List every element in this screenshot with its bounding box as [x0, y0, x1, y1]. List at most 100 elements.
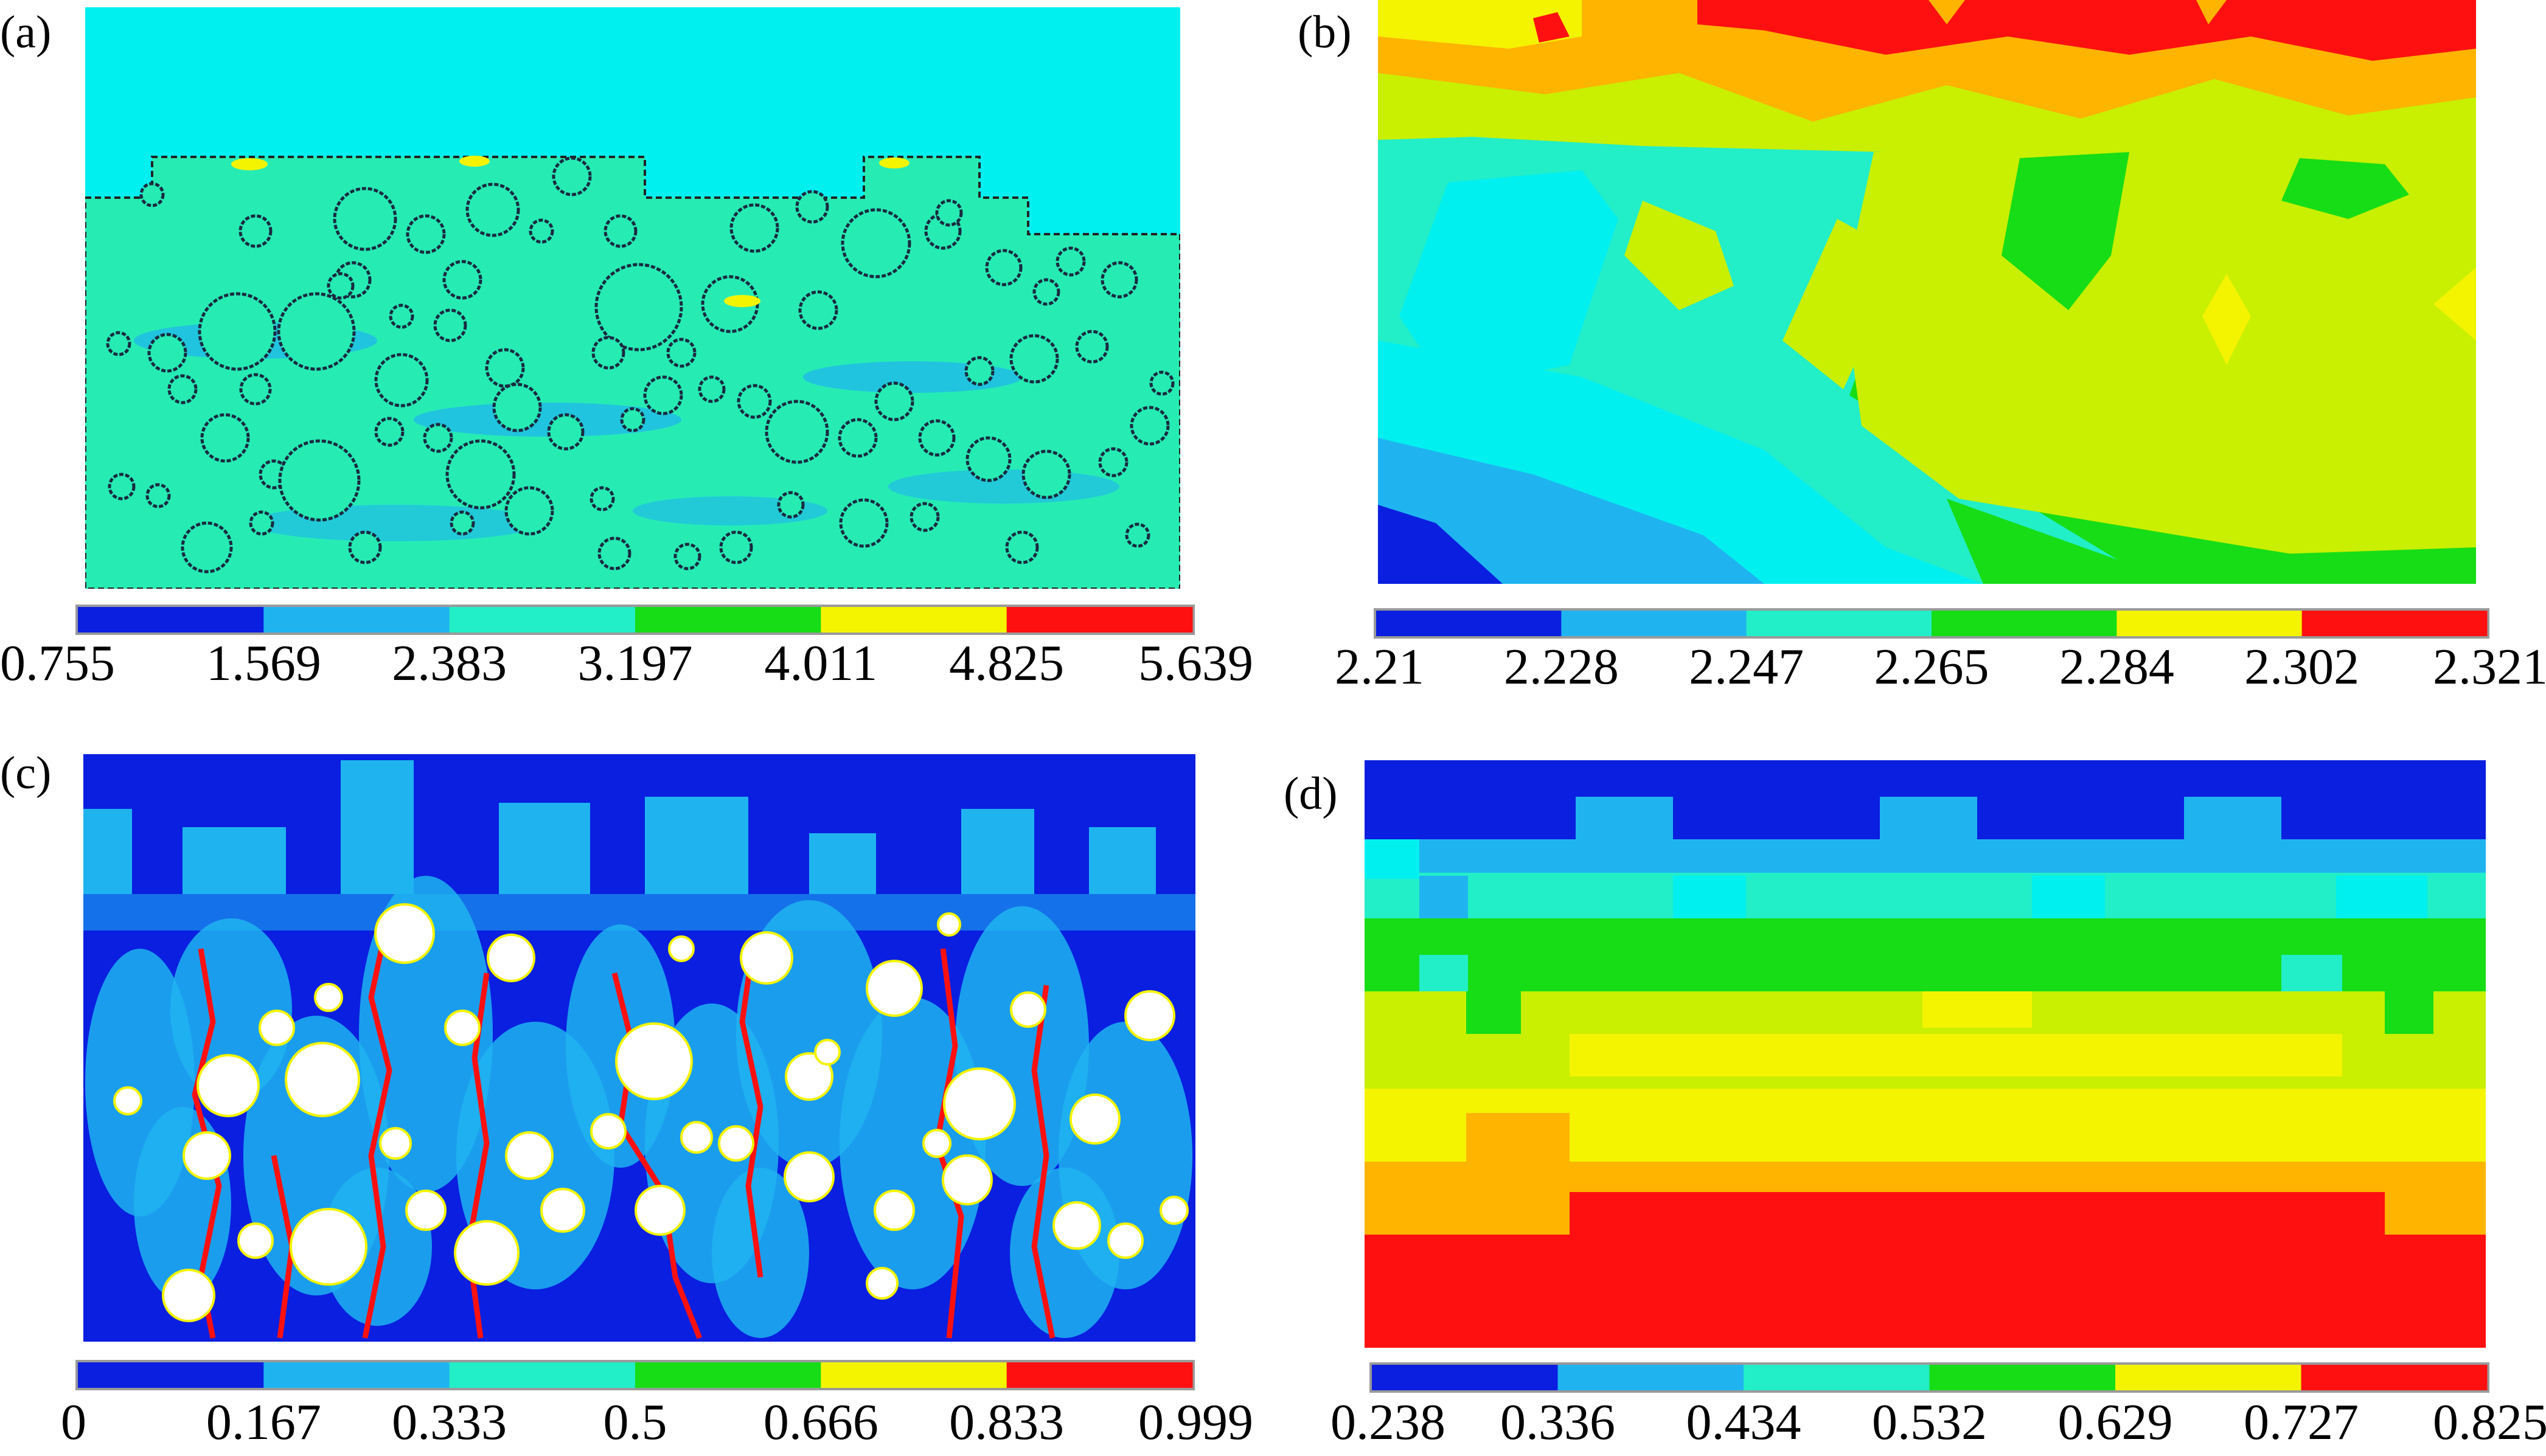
colorbar-segment	[2301, 611, 2488, 636]
colorbar-tick-label: 0.999	[1138, 1394, 1253, 1451]
aggregate-void	[487, 934, 535, 982]
aggregate-void	[1052, 1201, 1101, 1250]
aggregate-outline	[450, 510, 475, 536]
aggregate-outline	[200, 413, 250, 463]
aggregate-void	[615, 1022, 693, 1100]
aggregate-outline	[620, 407, 645, 432]
aggregate-void	[1070, 1094, 1121, 1145]
aggregate-void	[1010, 991, 1046, 1028]
aggregate-outline	[389, 303, 414, 329]
aggregate-outline	[910, 502, 940, 532]
aggregate-outline	[673, 543, 701, 570]
aggregate-outline	[935, 199, 963, 227]
aggregate-void	[197, 1054, 260, 1117]
aggregate-outline	[798, 290, 838, 330]
colorbar-segment	[1746, 611, 1932, 636]
aggregate-outline	[238, 214, 273, 248]
colorbar-segment	[2115, 1365, 2301, 1390]
colorbar-segment	[449, 607, 636, 633]
aggregate-outline	[1009, 334, 1059, 384]
aggregate-outline	[1032, 278, 1060, 306]
aggregate-void	[379, 1127, 412, 1160]
colorbar-tick-label: 0.238	[1330, 1394, 1445, 1451]
colorbar-segment	[635, 607, 821, 633]
aggregate-outline	[874, 381, 914, 421]
aggregate-void	[237, 1222, 274, 1259]
colorbar-segment	[1932, 611, 2117, 636]
colorbar-segment	[1006, 1362, 1193, 1388]
colorbar-segment	[1744, 1365, 1930, 1390]
aggregate-void	[540, 1188, 585, 1233]
aggregate-void	[635, 1185, 686, 1236]
damage-zone	[712, 1168, 809, 1338]
aggregate-outline	[442, 260, 482, 300]
aggregate-outline	[106, 331, 131, 356]
aggregate-outline	[552, 156, 592, 196]
aggregate-void	[405, 1190, 447, 1231]
colorbar-tick-label: 2.265	[1874, 639, 1989, 695]
aggregate-outline	[965, 436, 1012, 482]
aggregate-void	[922, 1129, 951, 1158]
aggregate-outline	[249, 510, 274, 536]
colorbar-segment	[1006, 607, 1193, 633]
aggregate-void	[1124, 990, 1175, 1041]
aggregate-outline	[737, 384, 772, 419]
colorbar-tick-label: 2.383	[392, 635, 507, 692]
aggregate-outline	[504, 486, 554, 536]
panel-b-label: (b)	[1298, 7, 1352, 58]
colorbar-segment	[78, 1362, 264, 1388]
colorbar-tick-label: 0.167	[206, 1394, 321, 1451]
aggregate-outline	[597, 536, 631, 570]
colorbar-segment	[821, 1362, 1007, 1388]
colorbar-segment	[78, 607, 264, 633]
aggregate-void	[1107, 1222, 1144, 1259]
colorbar-segment	[2116, 611, 2303, 636]
aggregate-outline	[406, 214, 446, 254]
aggregate-void	[162, 1269, 215, 1322]
aggregate-outline	[108, 473, 136, 501]
colorbar-tick-label: 0.727	[2244, 1394, 2359, 1451]
aggregate-outline	[547, 413, 585, 451]
panel-b-colorbar: 2.21 2.228 2.247 2.265 2.284 2.302 2.321	[1335, 608, 2546, 695]
colorbar-tick-label: 4.825	[949, 635, 1064, 692]
aggregate-outline	[838, 418, 878, 458]
aggregate-void	[374, 903, 435, 964]
aggregate-void	[290, 1208, 367, 1286]
aggregate-outline	[277, 292, 356, 371]
crack-path	[1031, 985, 1056, 1339]
aggregate-outline	[167, 374, 198, 404]
aggregate-void	[814, 1039, 841, 1066]
panel-b-contour	[1378, 0, 2476, 584]
aggregate-outline	[198, 292, 277, 371]
aggregate-void	[285, 1042, 360, 1117]
colorbar-tick-label: 0.333	[392, 1394, 507, 1451]
aggregate-outline	[181, 521, 233, 574]
colorbar-tick-label: 1.569	[206, 635, 321, 692]
aggregate-outline	[239, 373, 272, 406]
aggregate-outline	[666, 338, 697, 368]
colorbar-segment	[449, 1362, 636, 1388]
aggregate-outline	[729, 203, 779, 253]
aggregate-outline	[698, 375, 726, 403]
aggregate-outline	[1130, 406, 1170, 446]
aggregate-outline	[594, 263, 683, 352]
aggregate-outline	[1101, 261, 1138, 299]
colorbar-segment	[1376, 611, 1562, 636]
aggregate-void	[943, 1067, 1016, 1140]
aggregate-outline	[719, 530, 753, 564]
panel-d-label: (d)	[1284, 768, 1338, 819]
aggregate-void	[444, 1010, 481, 1046]
aggregate-void	[680, 1121, 713, 1154]
aggregate-void	[590, 1113, 627, 1149]
aggregate-outline	[777, 491, 805, 519]
panel-c-contour	[83, 754, 1195, 1342]
aggregate-outline	[423, 423, 453, 453]
aggregate-outline	[643, 375, 683, 415]
aggregate-void	[874, 1190, 915, 1231]
aggregate-outline	[839, 498, 889, 548]
panel-c-label: (c)	[0, 747, 51, 799]
colorbar-tick-label: 2.302	[2244, 639, 2359, 695]
damage-zone	[1010, 1168, 1119, 1338]
colorbar-segment	[1561, 611, 1747, 636]
aggregate-void	[937, 912, 961, 937]
